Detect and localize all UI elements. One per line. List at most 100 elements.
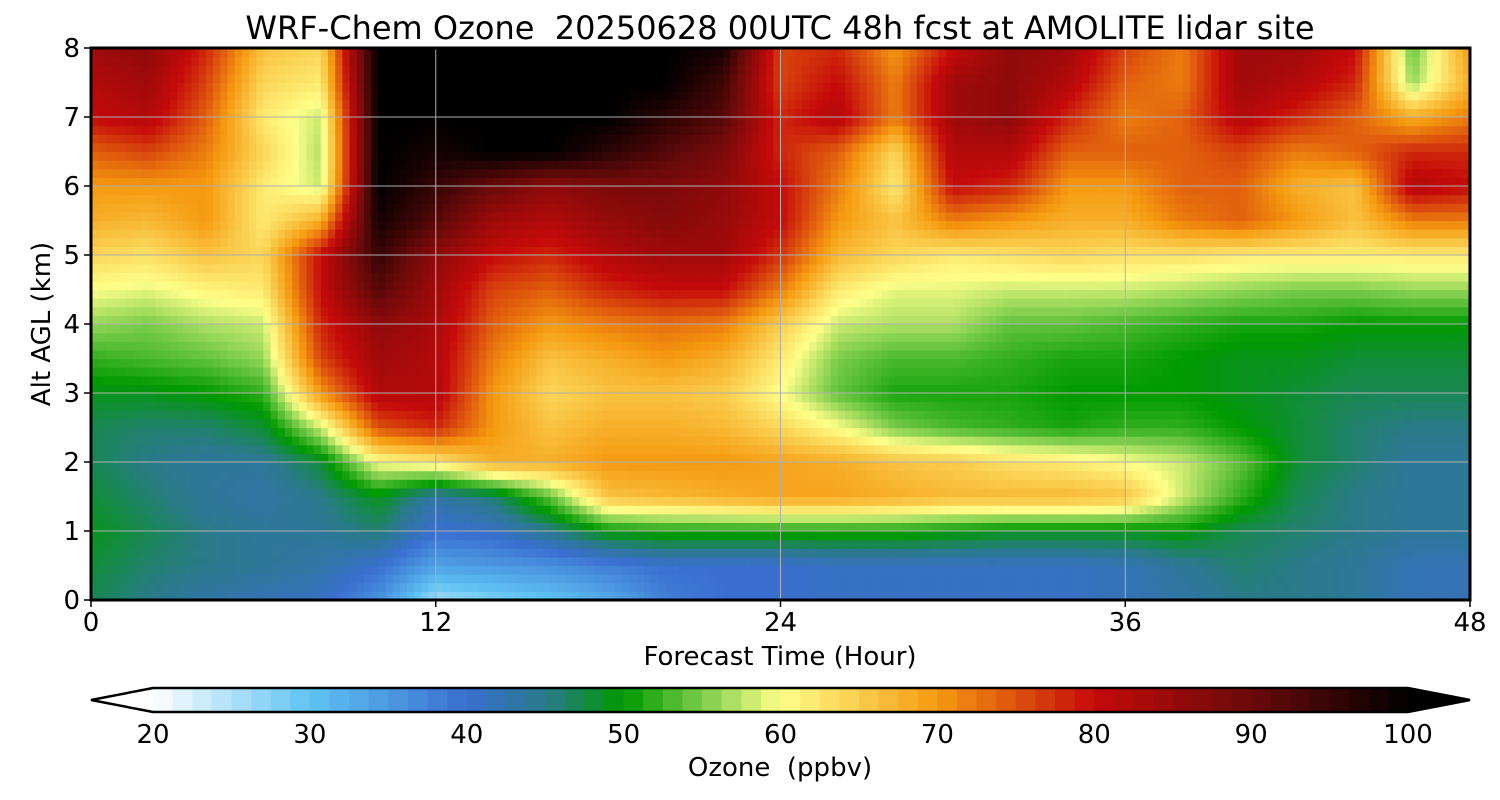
heatmap-cell <box>1405 375 1414 385</box>
heatmap-cell <box>536 582 545 592</box>
heatmap-cell <box>1218 427 1227 437</box>
heatmap-cell <box>414 522 422 532</box>
heatmap-cell <box>1276 505 1284 515</box>
heatmap-cell <box>507 539 516 549</box>
heatmap-cell <box>1139 556 1148 567</box>
heatmap-cell <box>751 401 760 411</box>
heatmap-cell <box>1175 479 1184 489</box>
heatmap-cell <box>1096 522 1105 532</box>
heatmap-cell <box>780 401 789 411</box>
heatmap-cell <box>1333 513 1342 523</box>
heatmap-cell <box>565 375 573 385</box>
heatmap-cell <box>1132 462 1141 472</box>
heatmap-cell <box>909 522 918 532</box>
heatmap-cell <box>91 574 99 584</box>
heatmap-cell <box>493 531 501 541</box>
heatmap-cell <box>708 384 717 394</box>
heatmap-cell <box>493 539 501 549</box>
heatmap-cell <box>629 513 638 523</box>
heatmap-cell <box>1276 410 1284 420</box>
heatmap-cell <box>1110 427 1119 437</box>
heatmap-cell <box>1376 393 1385 403</box>
heatmap-cell <box>1276 522 1284 532</box>
heatmap-cell <box>126 556 135 567</box>
heatmap-cell <box>816 487 825 498</box>
heatmap-cell <box>435 384 444 394</box>
heatmap-cell <box>119 531 128 541</box>
heatmap-cell <box>952 539 961 549</box>
heatmap-cell <box>881 505 889 515</box>
heatmap-cell <box>1426 574 1435 584</box>
heatmap-cell <box>1426 375 1435 385</box>
heatmap-cell <box>1340 453 1349 463</box>
heatmap-cell <box>399 410 408 420</box>
heatmap-cell <box>1024 436 1033 446</box>
heatmap-cell <box>442 522 451 532</box>
heatmap-cell <box>241 591 250 600</box>
heatmap-cell <box>1390 487 1399 498</box>
heatmap-cell <box>205 531 214 541</box>
heatmap-cell <box>1232 479 1241 489</box>
heatmap-cell <box>378 591 387 600</box>
heatmap-cell <box>1297 522 1306 532</box>
heatmap-cell <box>328 427 336 437</box>
heatmap-cell <box>1412 427 1421 437</box>
heatmap-cell <box>1096 565 1105 575</box>
heatmap-cell <box>622 470 631 480</box>
heatmap-cell <box>665 539 674 549</box>
heatmap-cell <box>213 479 221 489</box>
heatmap-cell <box>1132 410 1141 420</box>
heatmap-cell <box>457 436 466 446</box>
heatmap-cell <box>1441 522 1450 532</box>
heatmap-cell <box>744 487 753 498</box>
heatmap-cell <box>421 513 430 523</box>
heatmap-cell <box>658 462 667 472</box>
heatmap-cell <box>773 591 782 600</box>
heatmap-cell <box>1161 444 1169 454</box>
heatmap-cell <box>1419 470 1428 480</box>
heatmap-cell <box>687 574 695 584</box>
heatmap-cell <box>371 522 379 532</box>
heatmap-cell <box>1290 462 1299 472</box>
heatmap-cell <box>773 496 782 506</box>
heatmap-cell <box>766 375 774 385</box>
heatmap-cell <box>1405 582 1414 592</box>
heatmap-cell <box>328 418 336 429</box>
heatmap-cell <box>1125 505 1134 515</box>
heatmap-cell <box>170 384 178 394</box>
heatmap-cell <box>105 375 114 385</box>
heatmap-cell <box>1297 479 1306 489</box>
heatmap-cell <box>1211 401 1220 411</box>
heatmap-cell <box>665 401 674 411</box>
heatmap-cell <box>299 582 308 592</box>
heatmap-cell <box>1182 565 1191 575</box>
heatmap-cell <box>450 462 458 472</box>
heatmap-cell <box>572 384 580 394</box>
heatmap-cell <box>1268 513 1277 523</box>
heatmap-cell <box>931 522 940 532</box>
heatmap-cell <box>320 565 329 575</box>
heatmap-cell <box>873 470 882 480</box>
heatmap-cell <box>493 427 501 437</box>
heatmap-cell <box>1204 582 1213 592</box>
heatmap-cell <box>1039 418 1047 429</box>
heatmap-cell <box>1017 418 1026 429</box>
heatmap-cell <box>1024 453 1033 463</box>
heatmap-cell <box>1297 393 1306 403</box>
heatmap-cell <box>1218 436 1227 446</box>
heatmap-cell <box>1283 539 1292 549</box>
heatmap-cell <box>1319 470 1327 480</box>
heatmap-cell <box>644 522 652 532</box>
heatmap-cell <box>335 427 343 437</box>
heatmap-cell <box>220 470 229 480</box>
heatmap-cell <box>1240 505 1248 515</box>
heatmap-cell <box>191 410 200 420</box>
heatmap-cell <box>1240 591 1248 600</box>
heatmap-cell <box>1304 574 1313 584</box>
heatmap-cell <box>550 548 559 558</box>
heatmap-cell <box>320 384 329 394</box>
heatmap-cell <box>1139 393 1148 403</box>
heatmap-cell <box>1175 453 1184 463</box>
heatmap-cell <box>184 470 193 480</box>
heatmap-cell <box>220 591 229 600</box>
